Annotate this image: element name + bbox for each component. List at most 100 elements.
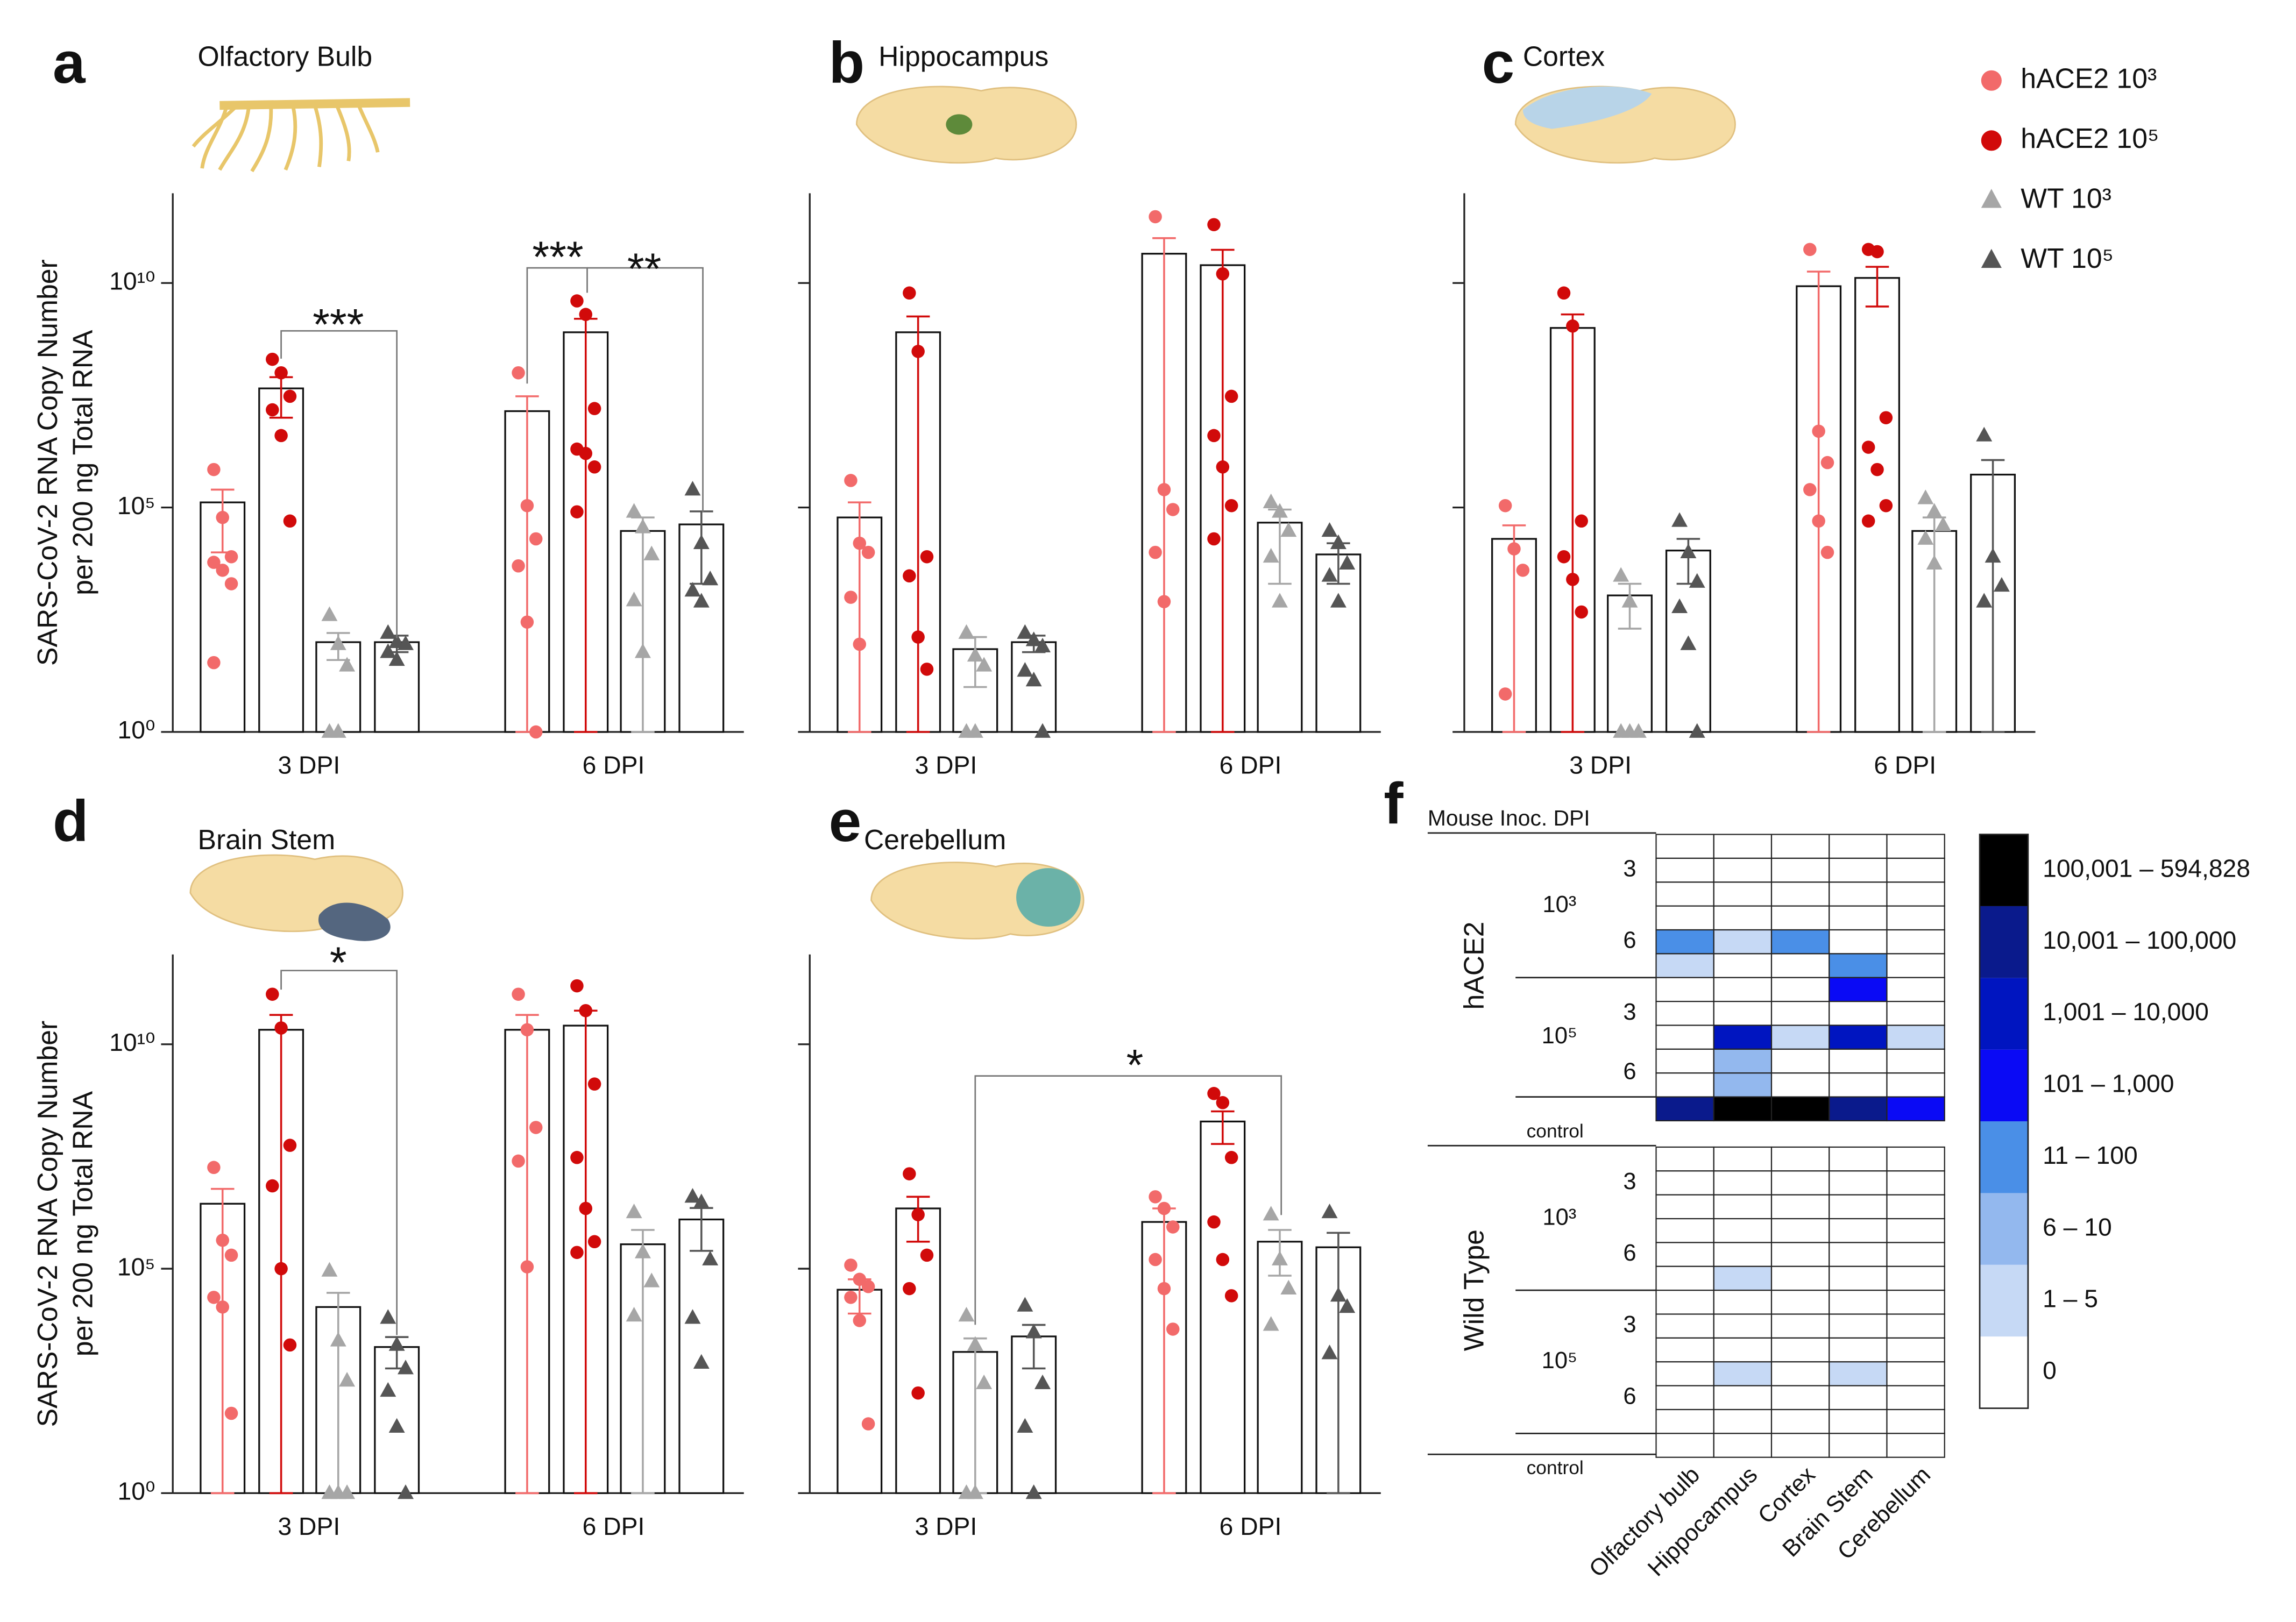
data-point [1976, 593, 1993, 608]
data-point [587, 1077, 601, 1091]
error-bar [1502, 524, 1526, 733]
colorbar-swatch [1980, 834, 2028, 906]
heatmap-cell [1770, 1096, 1830, 1122]
heatmap-cell [1770, 929, 1830, 955]
x-tick-label: 6 DPI [1874, 751, 1936, 779]
data-point [283, 1139, 297, 1152]
heatmap-cell [1655, 929, 1714, 955]
heatmap-cell [1655, 1001, 1714, 1026]
heatmap-cell [1886, 1146, 1945, 1172]
data-point [1330, 1286, 1347, 1302]
legend-label: hACE2 10⁵ [2021, 123, 2159, 154]
data-point [1566, 319, 1579, 333]
data-point [1803, 243, 1817, 257]
data-point [388, 1418, 405, 1433]
y-tick-label: 10⁰ [118, 716, 155, 744]
data-point [570, 1151, 584, 1164]
panel-letter: b [829, 30, 865, 96]
colorbar-frame [1979, 834, 2029, 1409]
heatmap-cell [1770, 1313, 1830, 1339]
data-point [958, 624, 975, 639]
data-point [207, 656, 221, 670]
data-point [844, 474, 858, 487]
data-point [380, 643, 396, 658]
data-point [626, 1307, 642, 1322]
data-point [903, 1282, 916, 1296]
data-point [330, 1332, 346, 1347]
heatmap-cell [1713, 1072, 1773, 1098]
colorbar-label: 10,001 – 100,000 [2043, 926, 2236, 954]
data-point [1263, 547, 1279, 563]
data-point [520, 615, 534, 629]
data-point [1207, 218, 1221, 231]
x-tick-label: 6 DPI [583, 1512, 645, 1540]
heatmap-cell [1655, 1337, 1714, 1363]
colorbar-swatch [1980, 978, 2028, 1050]
heatmap-cell [1713, 1433, 1773, 1458]
heatmap-cell [1829, 929, 1888, 955]
panel-letter: a [53, 30, 86, 96]
heatmap-cell [1655, 1313, 1714, 1339]
data-point [512, 559, 525, 573]
data-point [1025, 1484, 1042, 1499]
heatmap-cell [1655, 1433, 1714, 1458]
heatmap-cell [1886, 929, 1945, 955]
significance-bracket [974, 1075, 1282, 1325]
data-point [1207, 532, 1221, 546]
data-point [1224, 1151, 1238, 1164]
data-point [844, 1291, 858, 1304]
y-axis-label: SARS-CoV-2 RNA Copy Number [32, 259, 63, 666]
heatmap-cell [1770, 905, 1830, 931]
data-point [911, 630, 925, 644]
heatmap-cell [1886, 1408, 1945, 1434]
data-point [570, 294, 584, 308]
brain-icon [855, 86, 1077, 164]
data-point [693, 1193, 710, 1208]
data-point [1985, 547, 2001, 563]
data-point [1498, 687, 1512, 701]
heatmap-cell [1770, 1361, 1830, 1386]
heatmap-cell [1655, 1361, 1714, 1386]
data-point [920, 1248, 934, 1262]
data-point [1280, 1279, 1297, 1294]
data-point [1812, 424, 1825, 438]
data-point [1321, 1344, 1338, 1360]
significance-bracket [280, 970, 398, 1335]
group-label: hACE2 [1458, 922, 1489, 1010]
colorbar-swatch [1980, 1264, 2028, 1337]
data-point [1216, 267, 1230, 281]
data-point [216, 1233, 229, 1247]
heatmap-cell [1886, 1385, 1945, 1411]
data-point [1272, 503, 1288, 518]
heatmap-cell [1713, 1265, 1773, 1291]
data-point [266, 987, 279, 1001]
data-point [1157, 483, 1171, 496]
data-point [1157, 1282, 1171, 1296]
data-point [274, 1262, 288, 1276]
data-point [1263, 493, 1279, 509]
heatmap-cell [1886, 1170, 1945, 1196]
data-point [579, 1004, 593, 1018]
data-point [1272, 593, 1288, 608]
data-point [1034, 723, 1051, 738]
data-point [388, 1336, 405, 1351]
group-label: Wild Type [1458, 1229, 1489, 1351]
heatmap-cell [1886, 1433, 1945, 1458]
heatmap-cell [1886, 1096, 1945, 1122]
data-point [1149, 1190, 1162, 1204]
data-point [570, 1246, 584, 1260]
dose-label: 10⁵ [1542, 1023, 1578, 1049]
panel-title: Cerebellum [864, 824, 1006, 855]
data-point [587, 402, 601, 415]
heatmap-cell [1829, 1313, 1888, 1339]
heatmap-cell [1770, 1048, 1830, 1074]
heatmap-cell [1886, 1265, 1945, 1291]
heatmap-cell [1713, 1170, 1773, 1196]
data-point [216, 1300, 229, 1314]
heatmap-cell [1829, 857, 1888, 883]
data-point [1879, 411, 1893, 424]
data-point [967, 1336, 983, 1351]
heatmap-cell [1829, 1385, 1888, 1411]
colorbar-swatch [1980, 1193, 2028, 1265]
data-point [1034, 637, 1051, 653]
